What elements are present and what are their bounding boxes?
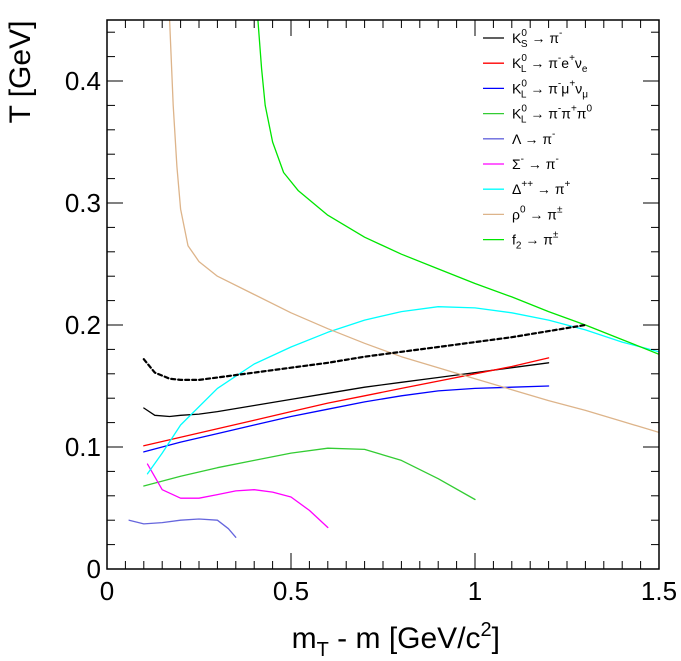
legend-entry-2: K0 L → π-μ+νμ — [512, 78, 588, 100]
ticks-layer: 0 0.5 1 1.5 0 0.1 0.2 0.3 0.4 — [65, 20, 677, 606]
series-line-5 — [146, 463, 329, 529]
series-line-0 — [143, 362, 550, 418]
series-line-6 — [146, 306, 659, 475]
series-line-9 — [142, 323, 587, 381]
y-tick-label-2: 0.2 — [65, 310, 101, 340]
y-tick-label-3: 0.3 — [65, 188, 101, 218]
legend-entry-5: Σ- → π- — [512, 154, 559, 172]
series-line-4 — [128, 518, 237, 538]
legend-entry-4: Λ → π- — [512, 129, 555, 147]
legend-entry-8: f2 → π± — [512, 230, 559, 252]
series-line-8 — [257, 20, 659, 355]
legend-entry-7: ρ0 → π± — [512, 204, 563, 222]
x-tick-label-3: 1.5 — [641, 576, 677, 606]
series-line-2 — [143, 385, 550, 453]
series-layer — [128, 20, 659, 538]
x-tick-label-1: 0.5 — [273, 576, 309, 606]
legend-entry-6: Δ++ → π+ — [512, 179, 571, 197]
legend: K0 S → π- K0 L → π-e+νe K0 L → π-μ+νμ K0 L → π-… — [483, 28, 592, 252]
x-tick-label-2: 1 — [468, 576, 482, 606]
x-axis-title: mT - m [GeV/c2] — [292, 619, 500, 661]
legend-entry-0: K0 S → π- — [512, 28, 562, 50]
y-tick-label-0: 0 — [87, 554, 101, 584]
legend-entry-1: K0 L → π-e+νe — [512, 53, 588, 75]
series-line-3 — [143, 447, 476, 501]
plot-frame — [106, 19, 660, 570]
series-line-7 — [168, 20, 659, 434]
y-tick-label-4: 0.4 — [65, 66, 101, 96]
x-tick-label-0: 0 — [100, 576, 114, 606]
series-line-1 — [143, 357, 550, 447]
legend-entry-3: K0 L → π-π+π0 — [512, 104, 592, 126]
y-tick-label-1: 0.1 — [65, 432, 101, 462]
y-axis-title: T [GeV] — [4, 21, 37, 124]
